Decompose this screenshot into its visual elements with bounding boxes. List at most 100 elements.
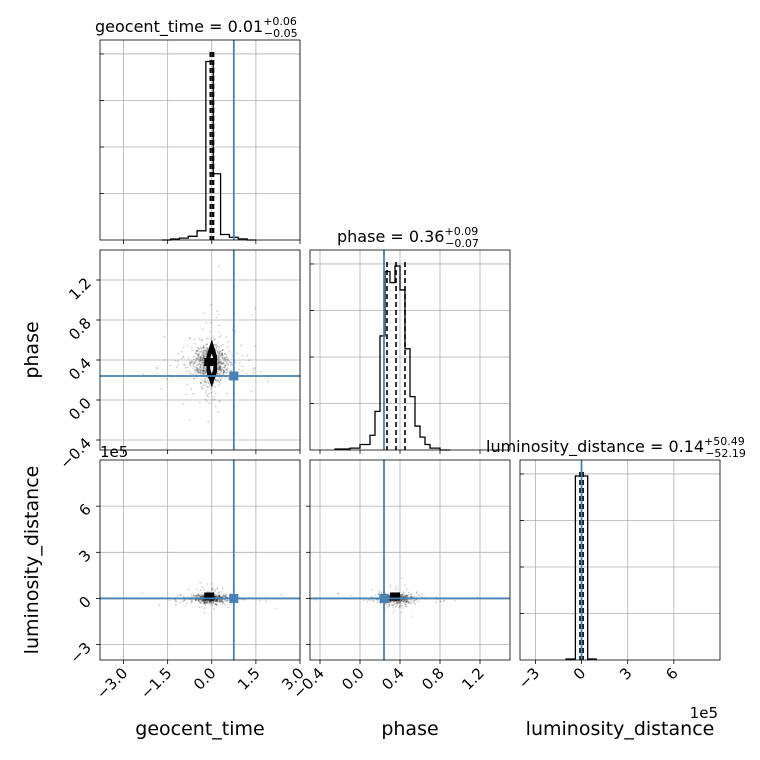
sample-point — [197, 599, 200, 602]
sample-point — [223, 370, 226, 373]
sample-point — [226, 363, 229, 365]
sample-point — [223, 595, 226, 598]
sample-point — [409, 593, 412, 596]
sample-point — [217, 591, 220, 594]
sample-point — [404, 603, 407, 606]
sample-point — [217, 359, 219, 361]
sample-point — [209, 600, 212, 603]
sample-point — [195, 359, 198, 361]
sample-point — [214, 588, 217, 591]
sample-point — [218, 594, 221, 597]
sample-point — [210, 588, 213, 591]
sample-point — [370, 596, 373, 598]
sample-point — [401, 604, 403, 607]
sample-point — [221, 587, 224, 590]
sample-point — [202, 370, 205, 373]
sample-point — [200, 596, 202, 598]
sample-point — [216, 600, 219, 603]
sample-point — [417, 600, 419, 603]
sample-point — [203, 346, 206, 349]
sample-point — [220, 361, 223, 363]
x-axis-label-phase: phase — [381, 718, 438, 740]
sample-point — [314, 599, 317, 601]
sample-point — [203, 602, 206, 605]
sample-point — [218, 594, 221, 597]
sample-point — [203, 372, 206, 375]
sample-point — [201, 358, 204, 361]
sample-point — [201, 339, 204, 342]
sample-point — [202, 362, 205, 364]
sample-point — [201, 387, 204, 390]
sample-point — [212, 336, 215, 339]
sample-point — [389, 600, 392, 603]
sample-point — [189, 364, 192, 367]
sample-point — [396, 588, 399, 590]
sample-point — [216, 588, 219, 591]
sample-point — [212, 399, 214, 401]
sample-point — [214, 600, 217, 602]
sample-point — [200, 356, 202, 358]
sample-point — [218, 381, 221, 384]
sample-point — [206, 590, 209, 593]
sample-point — [229, 369, 232, 372]
sample-point — [189, 419, 191, 421]
sample-point — [218, 352, 221, 355]
sample-point — [222, 595, 225, 598]
sample-point — [204, 604, 207, 606]
y-tick-label: 0.4 — [65, 354, 95, 384]
sample-point — [405, 594, 408, 597]
sample-point — [405, 588, 408, 590]
sample-point — [217, 367, 219, 370]
sample-point — [413, 600, 416, 603]
sample-point — [215, 594, 218, 597]
sample-point — [393, 600, 396, 603]
sample-point — [198, 595, 201, 598]
sample-point — [208, 600, 211, 603]
sample-point — [204, 349, 206, 352]
sample-point — [251, 314, 253, 316]
sample-point — [388, 601, 391, 604]
sample-point — [207, 395, 210, 398]
sample-point — [350, 595, 353, 598]
sample-point — [203, 380, 206, 383]
sample-point — [384, 603, 387, 606]
sample-point — [213, 595, 216, 598]
sample-point — [202, 350, 205, 352]
sample-point — [388, 601, 391, 604]
sample-point — [435, 601, 438, 604]
sample-point — [398, 601, 401, 604]
sample-point — [410, 596, 413, 598]
sample-point — [225, 368, 228, 371]
sample-point — [403, 595, 406, 598]
sample-point — [215, 595, 218, 598]
sample-point — [417, 594, 420, 597]
sample-point — [388, 605, 391, 607]
sample-point — [220, 379, 223, 382]
sample-point — [201, 370, 204, 372]
sample-point — [402, 600, 405, 603]
sample-point — [194, 594, 197, 597]
sample-point — [369, 599, 372, 602]
sample-point — [222, 357, 225, 360]
sample-point — [392, 604, 395, 607]
sample-point — [218, 365, 221, 368]
sample-point — [202, 345, 205, 347]
sample-point — [192, 392, 194, 395]
sample-point — [188, 337, 191, 340]
sample-point — [337, 592, 340, 595]
sample-point — [389, 584, 392, 587]
sample-point — [221, 349, 224, 351]
sample-point — [189, 337, 191, 340]
sample-point — [214, 379, 217, 382]
sample-point — [197, 370, 199, 373]
sample-point — [213, 590, 216, 593]
sample-point — [200, 353, 203, 356]
sample-point — [218, 594, 221, 597]
sample-point — [201, 354, 204, 357]
histogram-step-geocent_time — [161, 60, 256, 241]
sample-point — [202, 346, 205, 349]
sample-point — [207, 381, 210, 384]
sample-point — [197, 359, 200, 361]
sample-point — [205, 600, 208, 603]
sample-point — [200, 371, 203, 373]
